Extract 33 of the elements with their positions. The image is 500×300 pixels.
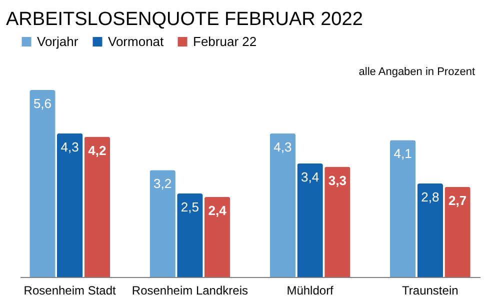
data-label: 4,1 xyxy=(394,146,412,162)
legend-label: Februar 22 xyxy=(193,34,257,49)
bar xyxy=(444,186,470,277)
bar xyxy=(417,184,444,277)
legend-label: Vormonat xyxy=(108,34,164,49)
data-label: 2,7 xyxy=(448,192,467,208)
bar xyxy=(56,133,83,277)
bar xyxy=(390,140,416,277)
data-label: 3,4 xyxy=(301,169,320,184)
chart-title: ARBEITSLOSENQUOTE FEBRUAR 2022 xyxy=(6,9,363,30)
bar xyxy=(84,136,110,277)
data-label: 5,6 xyxy=(33,96,52,111)
bar xyxy=(270,133,296,277)
data-label: 2,4 xyxy=(208,202,228,218)
data-label: 4,2 xyxy=(88,142,106,158)
data-label: 2,5 xyxy=(180,200,199,215)
bar xyxy=(150,170,176,277)
data-label: 4,3 xyxy=(60,139,79,154)
bar xyxy=(297,163,323,277)
bar xyxy=(177,194,203,277)
data-label: 3,3 xyxy=(328,172,346,188)
bar xyxy=(204,196,230,277)
x-tick-label: Rosenheim Stadt xyxy=(24,284,117,298)
x-tick-label: Rosenheim Landkreis xyxy=(132,284,248,298)
data-label: 4,3 xyxy=(274,139,292,154)
text: alle Angaben in Prozent xyxy=(358,66,475,78)
bar xyxy=(30,90,56,277)
x-tick-label: Traunstein xyxy=(402,284,458,298)
legend-label: Vorjahr xyxy=(37,34,79,49)
data-label: 3,2 xyxy=(154,176,172,192)
bar xyxy=(324,166,350,277)
data-label: 2,8 xyxy=(421,190,440,204)
x-tick-label: Mühldorf xyxy=(286,284,334,298)
